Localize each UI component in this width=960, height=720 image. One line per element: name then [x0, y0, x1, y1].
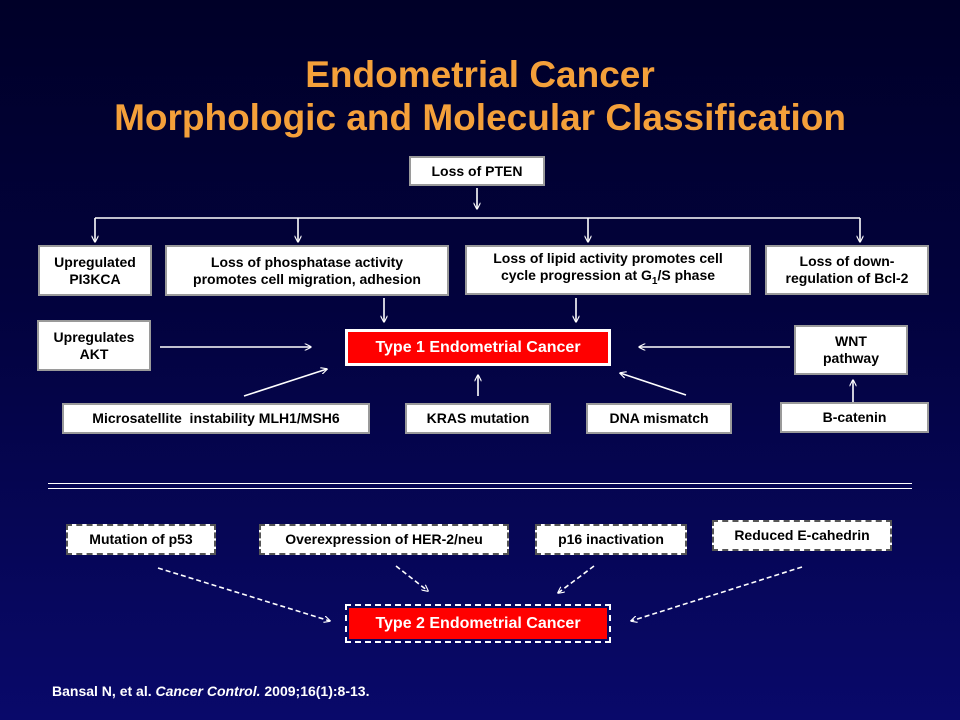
- wnt-line-1: WNT: [835, 333, 867, 350]
- citation-authors: Bansal N, et al.: [52, 683, 152, 699]
- wnt-line-2: pathway: [823, 350, 879, 367]
- p16-label: p16 inactivation: [558, 531, 664, 548]
- bcl2-line-1: Loss of down-: [800, 253, 895, 270]
- kras-box: KRAS mutation: [405, 403, 551, 434]
- phosphatase-line-1: Loss of phosphatase activity: [211, 254, 403, 271]
- arrow-p16-to-type2: [558, 566, 594, 593]
- arrow-microsatellite-to-type1: [244, 369, 327, 396]
- kras-label: KRAS mutation: [427, 410, 530, 427]
- bcatenin-label: B-catenin: [823, 409, 887, 426]
- akt-line-2: AKT: [80, 346, 109, 363]
- pi3kca-line-2: PI3KCA: [69, 271, 120, 288]
- arrow-p53-to-type2: [158, 568, 330, 621]
- ecadherin-label: Reduced E-cahedrin: [734, 527, 869, 544]
- lipid-line-1: Loss of lipid activity promotes cell: [493, 250, 723, 267]
- p16-box: p16 inactivation: [535, 524, 687, 555]
- ecadherin-box: Reduced E-cahedrin: [712, 520, 892, 551]
- arrow-ecad-to-type2: [631, 567, 802, 621]
- akt-box: Upregulates AKT: [37, 320, 151, 371]
- section-divider-top: [48, 483, 912, 484]
- dna-mismatch-box: DNA mismatch: [586, 403, 732, 434]
- citation-reference: 2009;16(1):8-13.: [264, 683, 369, 699]
- arrow-her2-to-type2: [396, 566, 428, 591]
- section-divider-bottom: [48, 488, 912, 489]
- type1-label: Type 1 Endometrial Cancer: [375, 339, 580, 357]
- citation: Bansal N, et al. Cancer Control. 2009;16…: [52, 683, 369, 699]
- microsatellite-label: Microsatellite instability MLH1/MSH6: [92, 410, 339, 427]
- arrow-dna-to-type1: [620, 373, 686, 395]
- phosphatase-box: Loss of phosphatase activity promotes ce…: [165, 245, 449, 296]
- type1-endometrial-cancer-box: Type 1 Endometrial Cancer: [345, 329, 611, 366]
- microsatellite-box: Microsatellite instability MLH1/MSH6: [62, 403, 370, 434]
- phosphatase-line-2: promotes cell migration, adhesion: [193, 271, 421, 288]
- p53-box: Mutation of p53: [66, 524, 216, 555]
- loss-of-pten-label: Loss of PTEN: [431, 163, 522, 180]
- type2-label: Type 2 Endometrial Cancer: [375, 615, 580, 633]
- bcl2-box: Loss of down- regulation of Bcl-2: [765, 245, 929, 295]
- dna-mismatch-label: DNA mismatch: [609, 410, 708, 427]
- p53-label: Mutation of p53: [89, 531, 192, 548]
- her2-box: Overexpression of HER-2/neu: [259, 524, 509, 555]
- wnt-pathway-box: WNT pathway: [794, 325, 908, 375]
- pi3kca-line-1: Upregulated: [54, 254, 136, 271]
- her2-label: Overexpression of HER-2/neu: [285, 531, 483, 548]
- bcatenin-box: B-catenin: [780, 402, 929, 433]
- bcl2-line-2: regulation of Bcl-2: [786, 270, 909, 287]
- lipid-line-2: cycle progression at G1/S phase: [501, 267, 715, 290]
- loss-of-pten-box: Loss of PTEN: [409, 156, 545, 186]
- citation-journal: Cancer Control.: [155, 683, 260, 699]
- akt-line-1: Upregulates: [54, 329, 135, 346]
- pi3kca-box: Upregulated PI3KCA: [38, 245, 152, 296]
- lipid-activity-box: Loss of lipid activity promotes cell cyc…: [465, 245, 751, 295]
- type2-endometrial-cancer-box: Type 2 Endometrial Cancer: [349, 608, 607, 639]
